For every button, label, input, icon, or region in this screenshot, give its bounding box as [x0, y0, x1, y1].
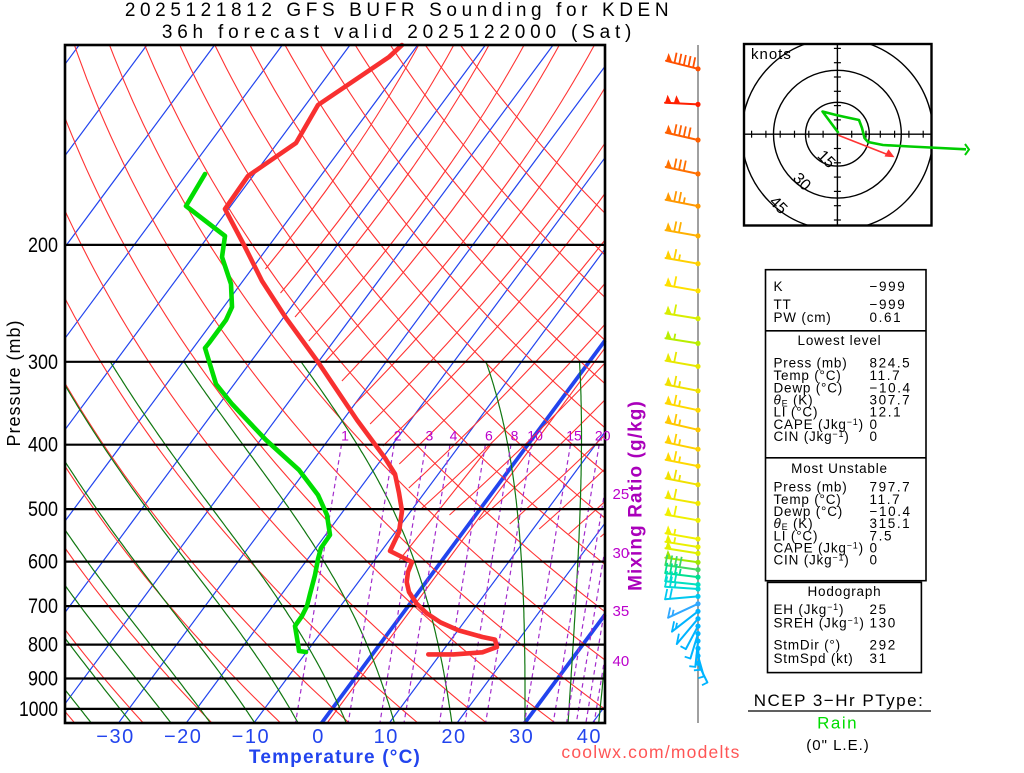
svg-text:Temperature (°C): Temperature (°C) — [249, 747, 421, 768]
svg-text:400: 400 — [28, 434, 58, 457]
svg-text:−999: −999 — [870, 279, 907, 294]
svg-text:Dewp (°C): Dewp (°C) — [774, 504, 844, 519]
svg-text:−20: −20 — [164, 726, 202, 748]
svg-text:500: 500 — [28, 498, 58, 521]
svg-text:600: 600 — [28, 551, 58, 574]
svg-text:824.5: 824.5 — [870, 356, 912, 371]
svg-text:CIN (Jkg−1): CIN (Jkg−1) — [774, 429, 850, 444]
svg-text:20: 20 — [595, 428, 611, 444]
svg-text:knots: knots — [751, 46, 792, 63]
svg-text:0: 0 — [870, 541, 879, 556]
svg-text:0.61: 0.61 — [870, 310, 903, 325]
svg-text:Temp (°C): Temp (°C) — [774, 492, 842, 507]
svg-text:6: 6 — [485, 428, 493, 444]
svg-text:30: 30 — [613, 545, 630, 562]
svg-text:Mixing Ratio (g/kg): Mixing Ratio (g/kg) — [626, 400, 647, 591]
svg-text:900: 900 — [28, 668, 58, 691]
svg-text:11.7: 11.7 — [870, 492, 902, 507]
svg-text:coolwx.com/modelts: coolwx.com/modelts — [561, 742, 740, 762]
svg-text:Dewp (°C): Dewp (°C) — [774, 380, 844, 395]
svg-text:2: 2 — [394, 428, 402, 444]
svg-text:700: 700 — [28, 595, 58, 618]
svg-text:TT: TT — [774, 297, 792, 312]
svg-text:−10.4: −10.4 — [870, 504, 912, 519]
svg-text:Pressure (mb): Pressure (mb) — [4, 319, 24, 446]
svg-text:1: 1 — [341, 428, 349, 444]
svg-text:−30: −30 — [96, 726, 134, 748]
svg-text:−999: −999 — [870, 297, 907, 312]
svg-text:LI (°C): LI (°C) — [774, 405, 819, 420]
svg-text:0: 0 — [312, 726, 325, 748]
svg-text:Press (mb): Press (mb) — [774, 480, 848, 495]
svg-text:2025121812 GFS BUFR Sounding f: 2025121812 GFS BUFR Sounding for KDEN — [125, 0, 673, 21]
svg-text:36h forecast valid 2025122000: 36h forecast valid 2025122000 (Sat) — [162, 22, 636, 43]
svg-text:CAPE (Jkg−1): CAPE (Jkg−1) — [774, 541, 864, 556]
svg-text:10: 10 — [374, 726, 399, 748]
svg-text:EH (Jkg−1): EH (Jkg−1) — [774, 602, 845, 617]
svg-text:40: 40 — [613, 653, 630, 670]
svg-text:797.7: 797.7 — [870, 480, 912, 495]
svg-text:30: 30 — [509, 726, 534, 748]
svg-text:LI (°C): LI (°C) — [774, 528, 819, 543]
svg-text:307.7: 307.7 — [870, 393, 912, 408]
svg-text:0: 0 — [870, 429, 879, 444]
svg-text:20: 20 — [441, 726, 466, 748]
svg-text:12.1: 12.1 — [870, 405, 903, 420]
svg-text:11.7: 11.7 — [870, 368, 902, 383]
svg-text:Hodograph: Hodograph — [807, 584, 881, 599]
svg-text:0: 0 — [870, 417, 879, 432]
svg-text:0: 0 — [870, 553, 879, 568]
svg-text:PW (cm): PW (cm) — [774, 310, 832, 325]
svg-text:31: 31 — [870, 651, 888, 666]
svg-text:NCEP 3−Hr PType:: NCEP 3−Hr PType: — [754, 691, 925, 710]
svg-text:Temp (°C): Temp (°C) — [774, 368, 842, 383]
svg-text:40: 40 — [577, 726, 602, 748]
svg-text:K: K — [774, 279, 784, 294]
svg-text:7.5: 7.5 — [870, 528, 894, 543]
svg-text:StmSpd (kt): StmSpd (kt) — [774, 651, 854, 666]
svg-text:Press (mb): Press (mb) — [774, 356, 848, 371]
svg-text:10: 10 — [527, 428, 543, 444]
svg-text:15: 15 — [566, 428, 582, 444]
svg-text:SREH (Jkg−1): SREH (Jkg−1) — [774, 615, 865, 630]
svg-text:800: 800 — [28, 634, 58, 657]
svg-text:25: 25 — [870, 602, 888, 617]
svg-text:StmDir (°): StmDir (°) — [774, 638, 841, 653]
svg-text:−10.4: −10.4 — [870, 380, 912, 395]
svg-text:CAPE (Jkg−1): CAPE (Jkg−1) — [774, 417, 864, 432]
svg-text:Most Unstable: Most Unstable — [791, 461, 888, 476]
svg-text:Lowest level: Lowest level — [798, 333, 882, 348]
svg-text:4: 4 — [450, 428, 458, 444]
svg-text:292: 292 — [870, 638, 897, 653]
svg-text:200: 200 — [28, 234, 58, 257]
svg-text:130: 130 — [870, 615, 897, 630]
svg-text:CIN (Jkg−1): CIN (Jkg−1) — [774, 553, 850, 568]
svg-text:25: 25 — [613, 486, 630, 503]
svg-text:Rain: Rain — [817, 714, 858, 733]
svg-text:1000: 1000 — [19, 698, 58, 721]
svg-text:315.1: 315.1 — [870, 516, 912, 531]
svg-text:−10: −10 — [232, 726, 270, 748]
svg-text:8: 8 — [511, 428, 519, 444]
svg-text:(0" L.E.): (0" L.E.) — [806, 737, 870, 754]
svg-text:3: 3 — [426, 428, 434, 444]
svg-text:300: 300 — [28, 351, 58, 374]
svg-text:35: 35 — [613, 603, 630, 620]
